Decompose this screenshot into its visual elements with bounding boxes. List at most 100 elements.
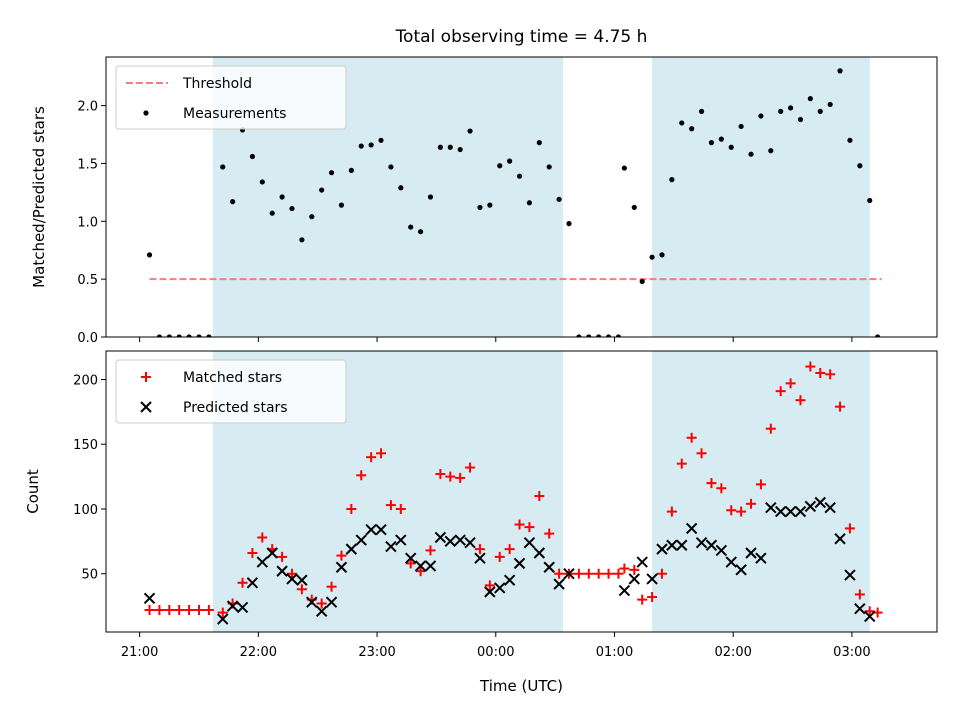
predicted-stars-point	[395, 534, 407, 546]
measurements-point	[388, 164, 394, 170]
matched-stars-point	[144, 604, 155, 615]
marker-stroke	[325, 596, 338, 608]
marker-stroke	[385, 540, 397, 553]
measurements-point	[328, 170, 335, 176]
y-tick-label: 0.5	[77, 273, 98, 288]
marker-stroke	[266, 547, 278, 559]
matched-stars-point	[765, 423, 776, 434]
marker-stroke	[695, 536, 708, 549]
matched-stars-point	[666, 506, 677, 517]
predicted-stars-point	[355, 534, 367, 546]
measurements-point	[166, 334, 172, 337]
predicted-stars-point	[705, 539, 718, 551]
measurements-point	[477, 204, 483, 211]
marker-stroke	[666, 539, 678, 551]
matched-stars-point	[583, 568, 594, 579]
measurements-point	[758, 113, 764, 119]
legend	[115, 65, 347, 130]
matched-stars-point	[554, 568, 565, 579]
predicted-stars-point	[666, 539, 678, 551]
predicted-stars-point	[804, 500, 817, 513]
matched-stars-point	[203, 604, 214, 615]
marker-stroke	[705, 539, 718, 551]
measurements-point	[621, 165, 627, 171]
matched-stars-point	[755, 479, 766, 490]
predicted-stars-point	[685, 522, 698, 535]
marker-stroke	[395, 534, 407, 546]
measurements-point	[708, 140, 715, 146]
y-tick-label: 0.0	[77, 331, 98, 346]
measurements-point	[289, 205, 295, 212]
measurements-point	[220, 164, 226, 170]
matched-stars-point	[504, 544, 515, 555]
measurements-point	[196, 334, 202, 337]
predicted-stars-point	[345, 543, 358, 555]
matched-stars-point	[746, 498, 757, 509]
matched-stars-point	[775, 386, 786, 397]
y-tick-label: 200	[73, 373, 98, 388]
predicted-stars-point	[715, 544, 728, 557]
measurements-point	[679, 120, 685, 126]
marker-stroke	[755, 552, 767, 564]
predicted-stars-point	[246, 577, 259, 589]
plot-area	[143, 361, 883, 625]
measurements-point	[827, 101, 833, 108]
predicted-stars-point	[676, 539, 688, 551]
marker-stroke	[563, 568, 575, 580]
marker-stroke	[735, 564, 747, 576]
measurements-point	[398, 185, 404, 191]
predicted-stars-point	[434, 531, 447, 544]
measurements-point	[467, 128, 473, 134]
predicted-stars-point	[656, 543, 668, 555]
legend-frame	[115, 359, 347, 424]
predicted-stars-point	[628, 573, 640, 585]
predicted-stars-point	[296, 574, 308, 586]
marker-stroke	[246, 577, 259, 589]
matched-stars-point	[716, 483, 727, 494]
predicted-stars-point	[256, 556, 269, 568]
marker-stroke	[784, 505, 797, 518]
matched-stars-point	[296, 584, 307, 595]
marker-stroke	[523, 536, 536, 549]
matched-stars-point	[286, 568, 297, 579]
predicted-stars-point	[306, 596, 318, 608]
measurements-point	[447, 144, 453, 150]
measurements-point	[417, 229, 424, 235]
matched-stars-point	[795, 395, 806, 406]
marker-stroke	[864, 610, 876, 623]
panel-1: 50 100 150 200 21:00 22:00 23:00 00:00 01:00 02:0…	[73, 350, 938, 660]
measurements-point	[309, 214, 315, 220]
predicted-stars-point	[266, 547, 278, 559]
predicted-stars-point	[618, 584, 631, 597]
marker-stroke	[365, 523, 377, 536]
predicted-stars-point	[774, 505, 787, 518]
measurements-point	[659, 252, 665, 258]
marker-stroke	[434, 531, 447, 544]
legend-label-measurements: Measurements	[183, 106, 286, 122]
matched-stars-point	[237, 577, 248, 588]
measurements-point	[269, 210, 275, 216]
marker-stroke	[226, 600, 239, 612]
matched-stars-point	[174, 604, 185, 615]
measurements-point	[507, 158, 513, 164]
measurements-point	[639, 278, 645, 285]
marker-stroke	[745, 547, 757, 559]
measurements-point	[748, 151, 754, 157]
marker-stroke	[474, 552, 486, 564]
plot-area	[146, 68, 882, 337]
marker-stroke	[454, 534, 466, 546]
marker-stroke	[424, 560, 437, 572]
measurements-point	[156, 334, 163, 337]
predicted-stars-point	[745, 547, 757, 559]
predicted-stars-point	[834, 533, 846, 545]
predicted-stars-point	[414, 560, 427, 572]
matched-stars-point	[154, 604, 165, 615]
matched-stars-point	[544, 528, 555, 539]
matched-stars-point	[346, 503, 357, 514]
y-tick-label: 150	[73, 438, 98, 453]
matched-stars-point	[637, 594, 648, 605]
measurements-point	[497, 163, 503, 169]
panel-frame	[105, 56, 938, 338]
matched-stars-point	[484, 580, 495, 591]
